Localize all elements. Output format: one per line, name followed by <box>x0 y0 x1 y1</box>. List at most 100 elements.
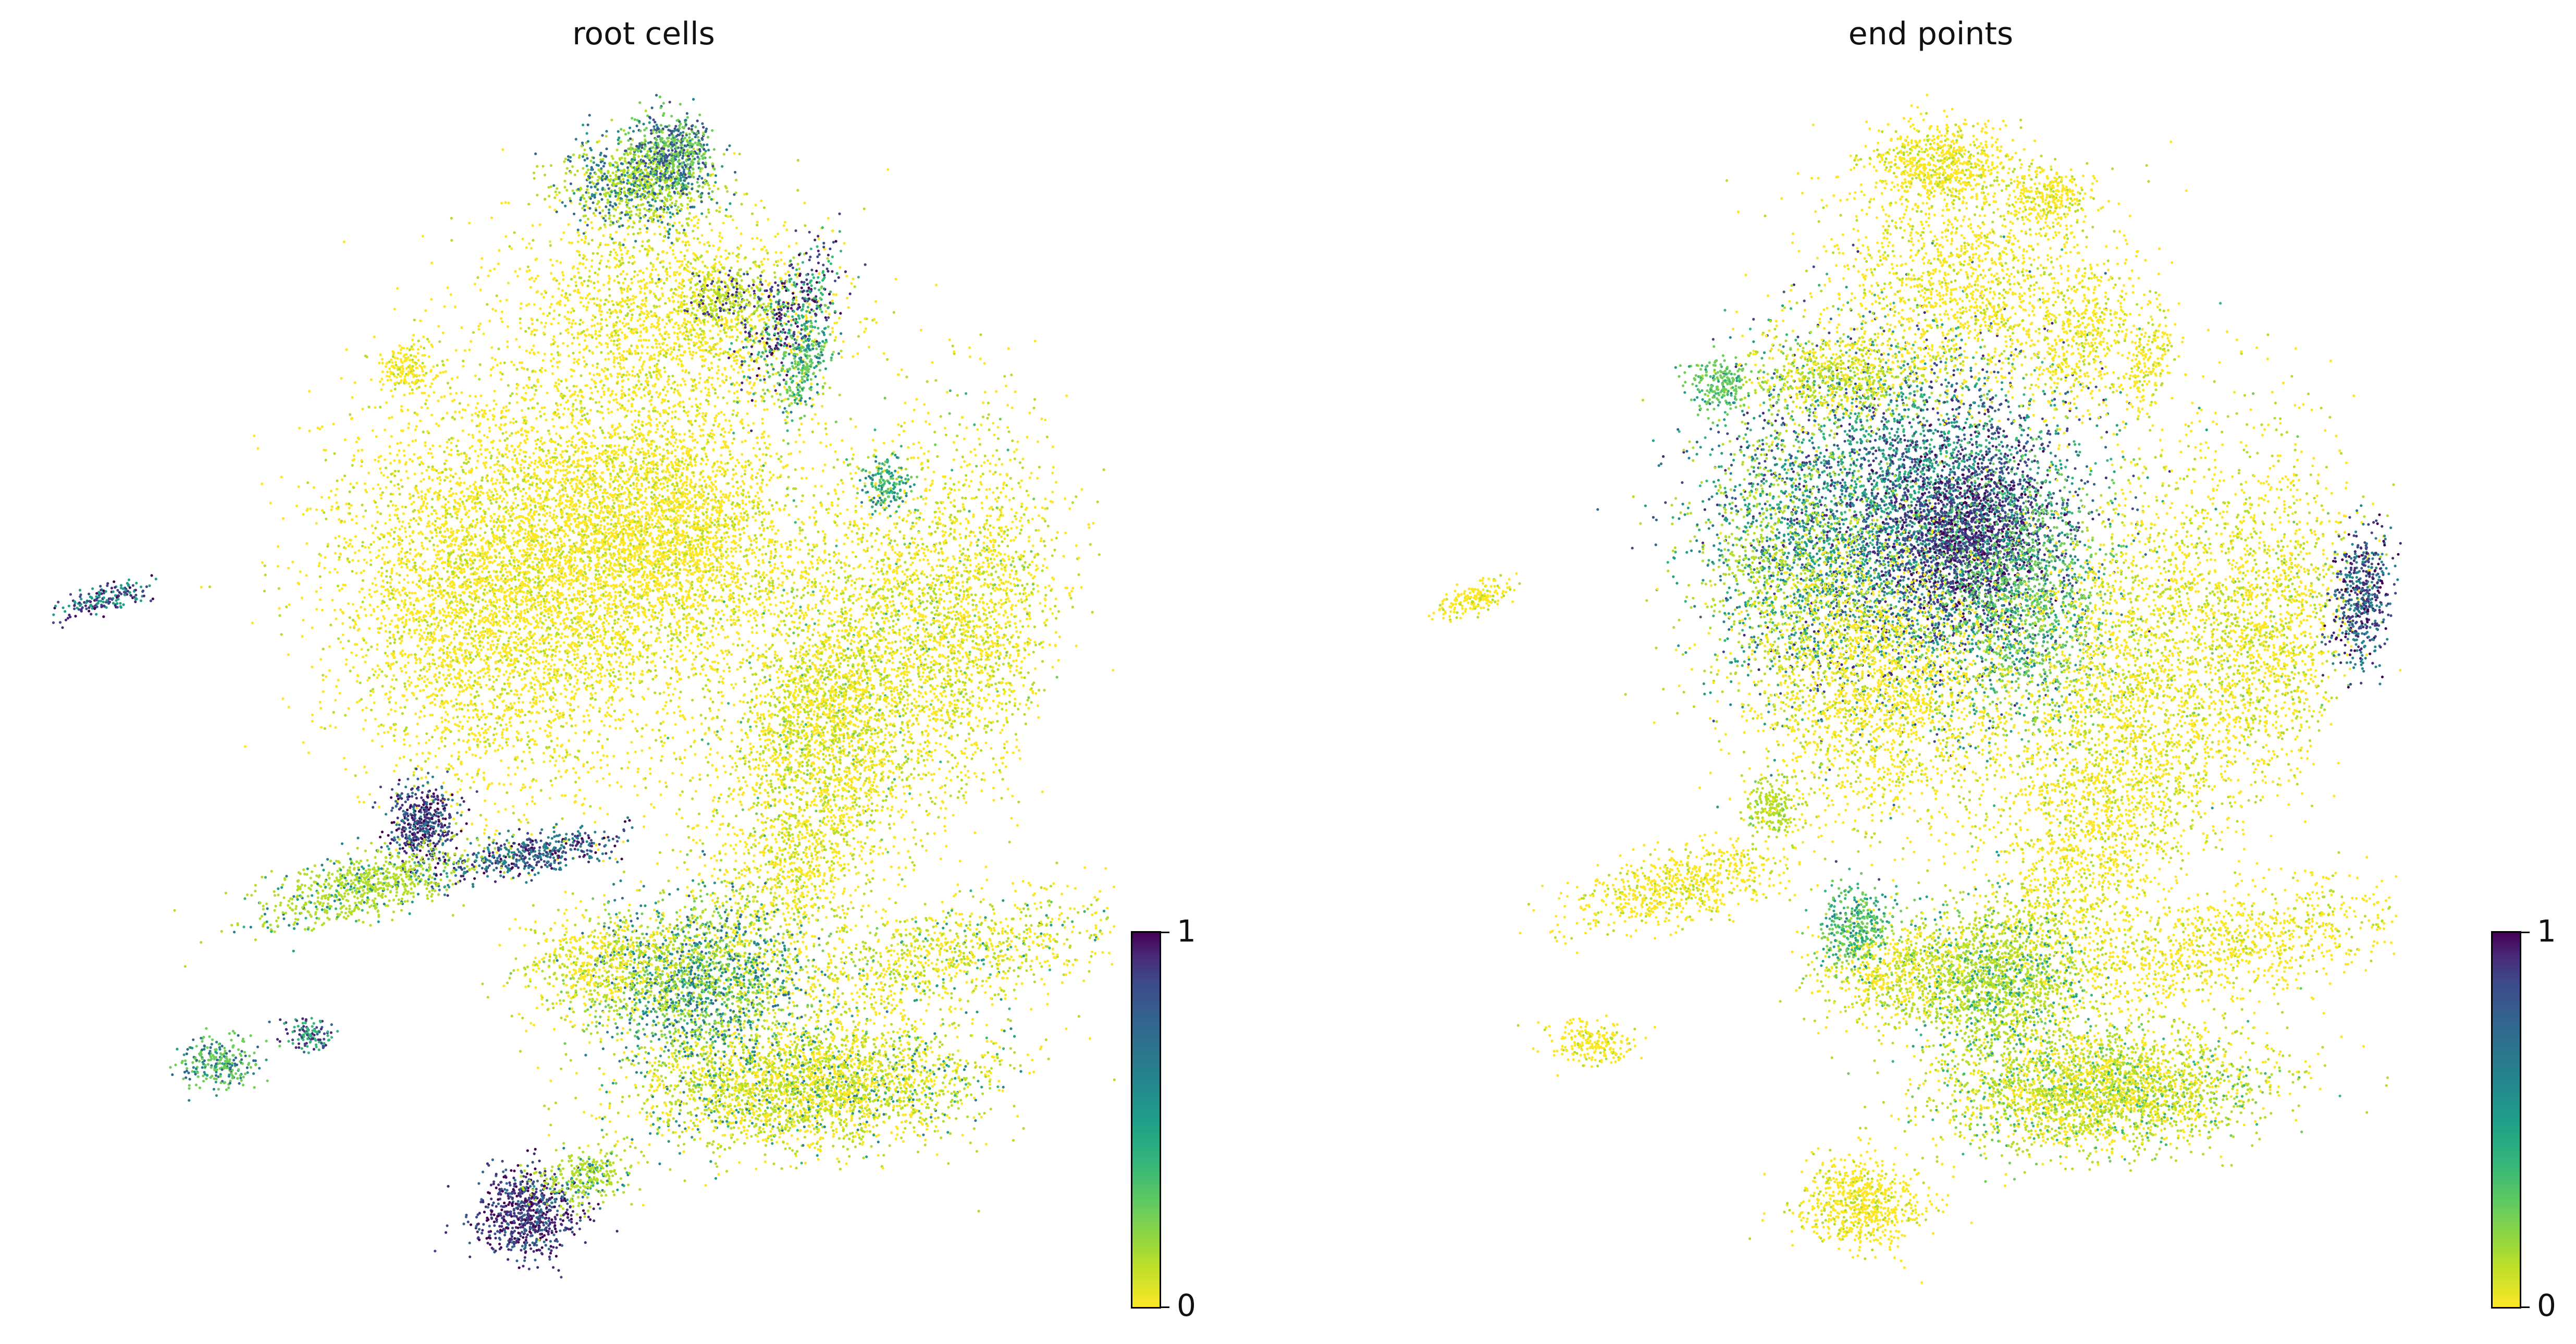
root-cells-point <box>541 490 544 493</box>
root-cells-point <box>453 686 457 689</box>
root-cells-point <box>684 487 687 491</box>
root-cells-point <box>562 668 565 671</box>
root-cells-point <box>614 689 617 692</box>
root-cells-point <box>498 439 501 442</box>
root-cells-point <box>449 582 452 585</box>
root-cells-point <box>667 375 670 378</box>
root-cells-point <box>550 343 553 346</box>
root-cells-point <box>717 708 720 712</box>
root-cells-point <box>554 458 557 462</box>
root-cells-point <box>588 719 591 722</box>
root-cells-point <box>476 490 479 494</box>
root-cells-point <box>407 426 410 430</box>
root-cells-point <box>398 520 401 523</box>
root-cells-point <box>503 361 506 364</box>
root-cells-point <box>761 601 765 604</box>
root-cells-point <box>521 667 524 670</box>
root-cells-point <box>474 449 477 453</box>
root-cells-point <box>618 402 621 406</box>
root-cells-point <box>487 581 490 584</box>
root-cells-point <box>707 564 710 567</box>
root-cells-point <box>566 655 570 658</box>
root-cells-point <box>769 603 772 606</box>
root-cells-point <box>502 406 505 409</box>
root-cells-point <box>559 692 562 695</box>
root-cells-point <box>637 612 640 615</box>
root-cells-point <box>401 485 404 488</box>
root-cells-point <box>600 675 603 678</box>
root-cells-point <box>520 738 523 741</box>
root-cells-point <box>552 513 556 516</box>
root-cells-point <box>709 665 712 668</box>
root-cells-point <box>700 722 703 725</box>
root-cells-point <box>659 546 662 549</box>
root-cells-point <box>526 431 530 434</box>
root-cells-point <box>499 659 502 662</box>
root-cells-point <box>413 631 416 634</box>
root-cells-point <box>692 625 695 628</box>
root-cells-point <box>661 455 664 458</box>
root-cells-point <box>762 561 765 564</box>
root-cells-point <box>717 691 720 694</box>
root-cells-point <box>696 645 699 648</box>
root-cells-point <box>299 570 302 573</box>
root-cells-point <box>462 553 465 556</box>
root-cells-point <box>626 473 629 476</box>
root-cells-point <box>608 548 611 551</box>
root-cells-point <box>554 505 558 508</box>
root-cells-point <box>568 594 571 597</box>
root-cells-point <box>408 560 411 563</box>
root-cells-point <box>446 411 449 414</box>
root-cells-point <box>493 389 496 393</box>
root-cells-point <box>663 741 666 744</box>
root-cells-point <box>492 399 496 402</box>
root-cells-point <box>478 363 482 366</box>
root-cells-point <box>453 398 456 401</box>
root-cells-point <box>478 410 481 413</box>
root-cells-point <box>709 567 712 570</box>
root-cells-point <box>661 707 665 711</box>
root-cells-point <box>393 710 397 713</box>
root-cells-point <box>533 585 536 589</box>
root-cells-point <box>542 687 545 690</box>
root-cells-point <box>338 518 341 521</box>
root-cells-point <box>754 400 757 403</box>
root-cells-point <box>453 305 457 309</box>
root-cells-point <box>553 573 556 576</box>
root-cells-point <box>728 450 731 453</box>
root-cells-point <box>628 455 631 458</box>
root-cells-point <box>705 674 708 677</box>
root-cells-point <box>418 674 422 677</box>
root-cells-point <box>774 548 777 551</box>
root-cells-point <box>491 446 495 449</box>
root-cells-point <box>441 360 444 363</box>
root-cells-point <box>808 567 811 570</box>
root-cells-point <box>703 695 706 699</box>
root-cells-point <box>647 410 650 413</box>
root-cells-point <box>627 477 630 480</box>
root-cells-point <box>482 645 485 649</box>
root-cells-point <box>633 785 636 788</box>
root-cells-point <box>623 491 626 494</box>
root-cells-point <box>621 499 624 503</box>
root-cells-point <box>371 668 374 671</box>
root-cells-point <box>572 385 575 388</box>
root-cells-point <box>494 424 498 427</box>
root-cells-point <box>617 686 620 689</box>
root-cells-point <box>590 595 594 598</box>
root-cells-point <box>590 378 594 381</box>
root-cells-point <box>666 443 669 446</box>
root-cells-point <box>464 458 468 461</box>
root-cells-point <box>592 541 595 544</box>
root-cells-point <box>504 405 508 408</box>
root-cells-point <box>743 712 746 715</box>
root-cells-point <box>413 607 416 610</box>
root-cells-point <box>646 575 649 578</box>
root-cells-point <box>578 603 582 606</box>
root-cells-point <box>534 504 537 507</box>
root-cells-point <box>571 663 574 666</box>
root-cells-point <box>502 728 505 731</box>
root-cells-point <box>603 627 606 631</box>
root-cells-point <box>775 501 778 504</box>
root-cells-point <box>516 475 519 479</box>
